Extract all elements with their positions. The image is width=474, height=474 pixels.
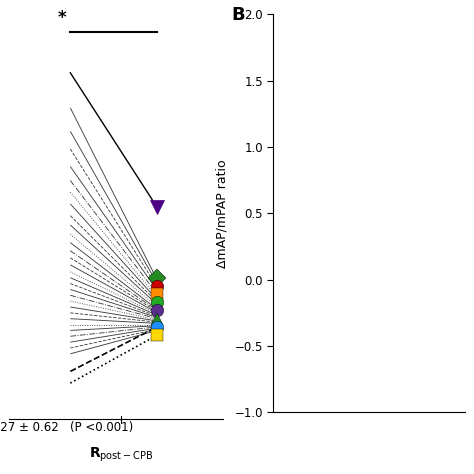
Y-axis label: ΔmAP/mPAP ratio: ΔmAP/mPAP ratio <box>216 159 229 268</box>
Text: *: * <box>57 9 66 27</box>
Text: B: B <box>231 6 245 24</box>
Text: 2.27 ± 0.62   (P <0.001): 2.27 ± 0.62 (P <0.001) <box>0 421 134 434</box>
Text: R$_{\rm post-CPB}$: R$_{\rm post-CPB}$ <box>89 446 153 464</box>
